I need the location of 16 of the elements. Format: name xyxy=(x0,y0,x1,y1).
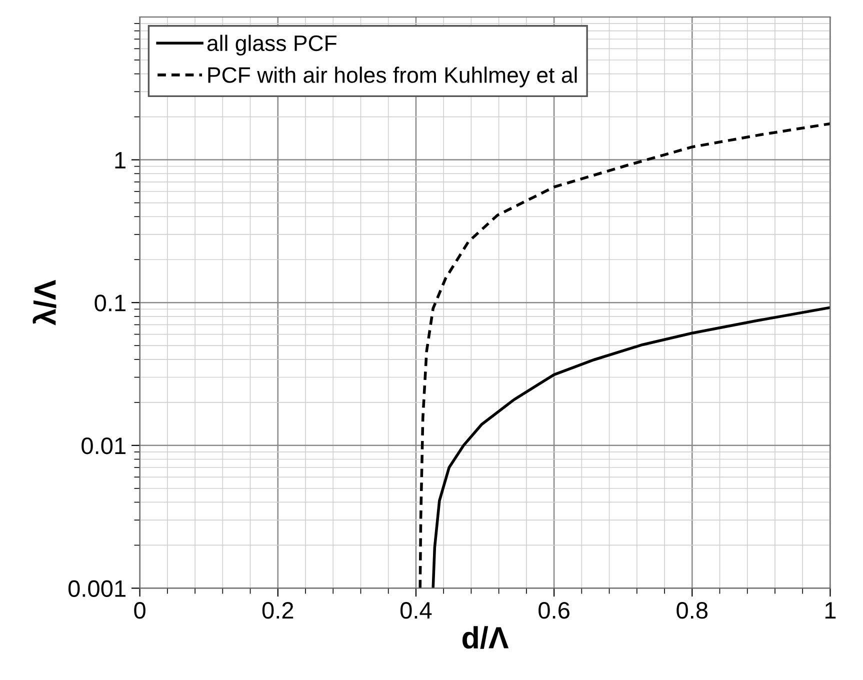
y-tick-label: 0.01 xyxy=(82,437,126,454)
x-tick-label: 0.6 xyxy=(538,602,570,619)
x-tick-label: 0.4 xyxy=(400,602,432,619)
x-tick-label: 1 xyxy=(825,602,836,619)
x-tick-label: 0.8 xyxy=(676,602,708,619)
legend-label: PCF with air holes from Kuhlmey et al xyxy=(208,66,577,88)
y-tick-label: 0.001 xyxy=(68,580,126,597)
x-tick-label: 0.2 xyxy=(262,602,294,619)
y-tick-label: 0.1 xyxy=(94,294,126,312)
y-tick-label: 1 xyxy=(115,152,126,168)
line-series xyxy=(432,306,830,588)
x-tick-label: 0 xyxy=(134,602,146,619)
x-axis-title: d/Λ xyxy=(462,626,509,649)
line-series xyxy=(418,122,830,588)
legend-label: all glass PCF xyxy=(207,34,336,56)
y-axis-title: λ/Λ xyxy=(32,280,56,326)
